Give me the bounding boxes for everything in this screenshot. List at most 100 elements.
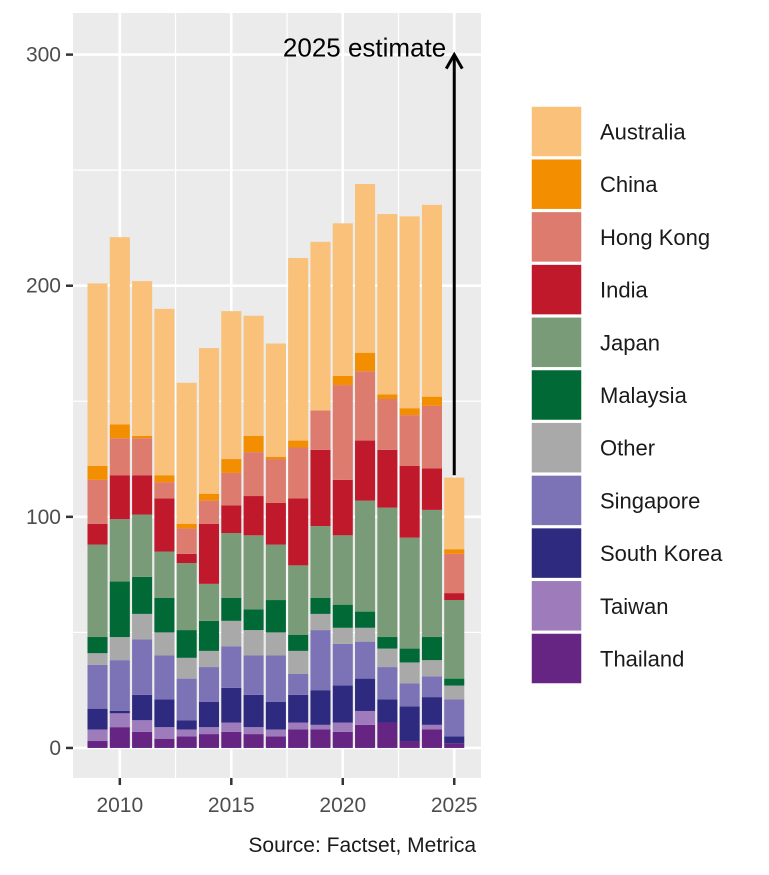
bar-segment-australia bbox=[132, 281, 153, 436]
bar-segment-china bbox=[444, 549, 465, 554]
bar-segment-india bbox=[154, 498, 175, 552]
bar-segment-thailand bbox=[176, 736, 197, 748]
bars bbox=[87, 184, 465, 748]
bar-segment-south-korea bbox=[421, 697, 442, 725]
bar-segment-thailand bbox=[377, 722, 398, 748]
bar-segment-china bbox=[109, 424, 130, 439]
bar-segment-australia bbox=[399, 216, 420, 409]
bar-segment-australia bbox=[288, 257, 309, 441]
bar-segment-japan bbox=[355, 500, 376, 612]
bar-segment-japan bbox=[421, 509, 442, 638]
bar-segment-japan bbox=[109, 519, 130, 582]
bar-segment-taiwan bbox=[132, 720, 153, 732]
legend-key-japan bbox=[530, 316, 583, 369]
bar-segment-other bbox=[332, 627, 353, 644]
bar-segment-singapore bbox=[444, 699, 465, 737]
bar-segment-thailand bbox=[332, 731, 353, 748]
bar-segment-japan bbox=[444, 600, 465, 679]
bar-segment-hong-kong bbox=[265, 459, 286, 503]
bar-segment-malaysia bbox=[176, 630, 197, 658]
bar-segment-china bbox=[332, 375, 353, 386]
bar-segment-south-korea bbox=[243, 694, 264, 728]
bar-segment-china bbox=[221, 459, 242, 473]
bar-segment-singapore bbox=[221, 646, 242, 688]
bar-segment-china bbox=[176, 523, 197, 529]
bar-segment-japan bbox=[243, 535, 264, 610]
bar-segment-malaysia bbox=[87, 637, 108, 654]
bar-segment-thailand bbox=[355, 724, 376, 748]
bar-segment-other bbox=[377, 648, 398, 668]
bar-segment-singapore bbox=[332, 643, 353, 686]
bar-segment-singapore bbox=[132, 639, 153, 695]
bar-segment-india bbox=[243, 496, 264, 536]
bar-segment-south-korea bbox=[377, 699, 398, 723]
bar-segment-india bbox=[332, 479, 353, 536]
bar-segment-hong-kong bbox=[310, 410, 331, 450]
legend-label: Japan bbox=[600, 330, 660, 355]
bar-segment-thailand bbox=[154, 738, 175, 748]
bar-segment-other bbox=[176, 657, 197, 679]
bar-segment-china bbox=[377, 394, 398, 399]
bar-segment-china bbox=[288, 440, 309, 448]
bar-segment-china bbox=[399, 408, 420, 416]
bar-segment-taiwan bbox=[154, 727, 175, 739]
legend-label: Thailand bbox=[600, 647, 684, 672]
legend-key-malaysia bbox=[530, 368, 583, 422]
bar-segment-india bbox=[421, 468, 442, 510]
bar-segment-taiwan bbox=[421, 724, 442, 730]
bar-segment-japan bbox=[265, 544, 286, 601]
bar-segment-hong-kong bbox=[243, 452, 264, 497]
bar-segment-malaysia bbox=[310, 597, 331, 614]
bar-segment-china bbox=[421, 396, 442, 406]
bar-segment-japan bbox=[132, 514, 153, 577]
bar-segment-south-korea bbox=[132, 694, 153, 721]
bar-segment-other bbox=[444, 685, 465, 700]
bar-segment-thailand bbox=[198, 734, 220, 748]
bar-segment-australia bbox=[198, 348, 220, 494]
bar-segment-malaysia bbox=[243, 609, 264, 631]
bar-segment-malaysia bbox=[198, 620, 220, 651]
bar-segment-india bbox=[377, 449, 398, 508]
bar-segment-china bbox=[132, 435, 153, 439]
legend-key-taiwan bbox=[530, 579, 583, 633]
y-tick-label: 200 bbox=[26, 275, 61, 298]
bar-segment-other bbox=[132, 613, 153, 640]
legend-label: China bbox=[600, 172, 658, 197]
bar-segment-singapore bbox=[399, 683, 420, 707]
bar-segment-australia bbox=[154, 308, 175, 476]
bar-segment-singapore bbox=[176, 678, 197, 721]
bar-segment-hong-kong bbox=[109, 438, 130, 476]
legend-key-thailand bbox=[530, 632, 583, 685]
bar-segment-taiwan bbox=[310, 724, 331, 730]
bar-segment-south-korea bbox=[154, 699, 175, 728]
bar-segment-malaysia bbox=[355, 611, 376, 628]
legend-label: India bbox=[600, 278, 648, 303]
bar-segment-india bbox=[87, 523, 108, 545]
bar-segment-hong-kong bbox=[176, 528, 197, 554]
bar-segment-china bbox=[87, 465, 108, 480]
legend-label: Taiwan bbox=[600, 594, 668, 619]
x-tick-label: 2020 bbox=[319, 794, 366, 817]
bar-segment-south-korea bbox=[221, 687, 242, 723]
bar-segment-other bbox=[109, 637, 130, 661]
bar-segment-china bbox=[154, 475, 175, 483]
bar-segment-india bbox=[399, 465, 420, 538]
bar-segment-singapore bbox=[198, 667, 220, 702]
bar-segment-singapore bbox=[355, 641, 376, 679]
bar-segment-hong-kong bbox=[444, 553, 465, 594]
bar-segment-other bbox=[198, 650, 220, 668]
bar-segment-malaysia bbox=[265, 600, 286, 633]
legend-key-south-korea bbox=[530, 526, 583, 580]
bar-segment-singapore bbox=[109, 660, 130, 711]
bar-segment-taiwan bbox=[265, 729, 286, 737]
bar-segment-hong-kong bbox=[221, 472, 242, 506]
y-tick-label: 100 bbox=[26, 506, 61, 529]
bar-segment-malaysia bbox=[288, 634, 309, 651]
bar-segment-india bbox=[176, 553, 197, 564]
bar-segment-south-korea bbox=[288, 694, 309, 723]
y-tick-label: 0 bbox=[49, 737, 61, 760]
bar-segment-australia bbox=[243, 315, 264, 436]
bar-segment-south-korea bbox=[310, 690, 331, 725]
bar-segment-malaysia bbox=[132, 576, 153, 614]
